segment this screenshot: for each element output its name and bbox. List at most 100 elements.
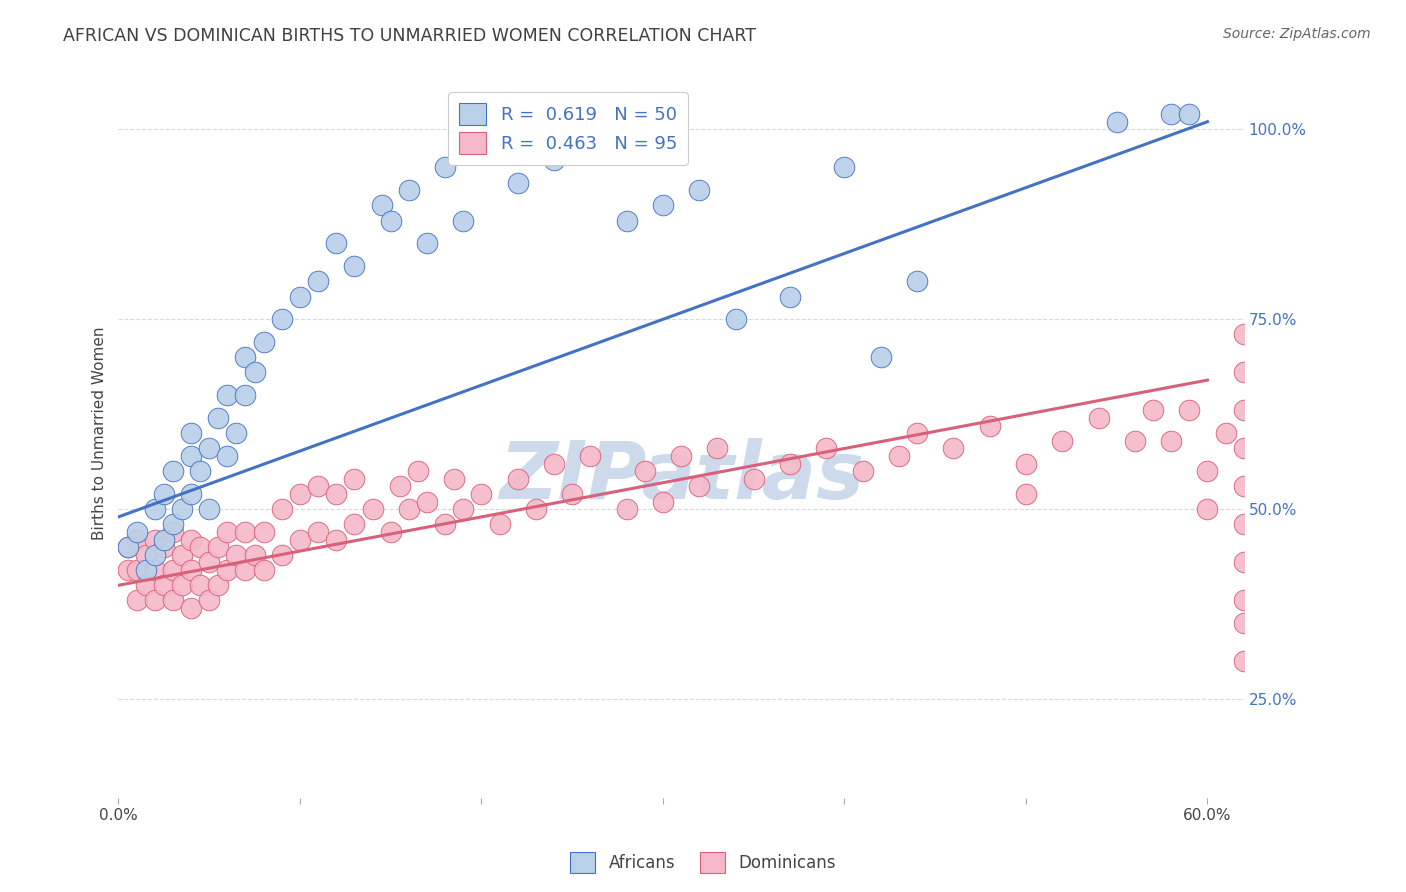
Point	[1233, 479, 1256, 493]
Point	[742, 472, 765, 486]
Point	[325, 533, 347, 547]
Point	[1233, 442, 1256, 456]
Point	[125, 525, 148, 540]
Point	[1197, 464, 1219, 478]
Point	[453, 502, 475, 516]
Point	[143, 593, 166, 607]
Point	[1233, 593, 1256, 607]
Point	[307, 479, 329, 493]
Point	[217, 449, 239, 463]
Point	[207, 411, 229, 425]
Point	[243, 366, 266, 380]
Point	[288, 289, 311, 303]
Point	[1233, 327, 1256, 342]
Point	[1087, 411, 1109, 425]
Point	[506, 176, 529, 190]
Point	[125, 593, 148, 607]
Point	[170, 548, 193, 562]
Point	[406, 464, 429, 478]
Point	[869, 351, 891, 365]
Point	[488, 517, 510, 532]
Point	[270, 548, 292, 562]
Point	[162, 464, 184, 478]
Point	[198, 442, 221, 456]
Point	[1160, 107, 1182, 121]
Point	[616, 213, 638, 227]
Point	[1178, 107, 1201, 121]
Legend: Africans, Dominicans: Africans, Dominicans	[564, 846, 842, 880]
Point	[688, 183, 710, 197]
Point	[688, 479, 710, 493]
Point	[180, 426, 202, 441]
Point	[162, 517, 184, 532]
Point	[1015, 457, 1038, 471]
Point	[288, 487, 311, 501]
Point	[153, 533, 176, 547]
Point	[143, 548, 166, 562]
Point	[1178, 403, 1201, 417]
Point	[225, 548, 247, 562]
Point	[188, 541, 211, 555]
Point	[524, 502, 547, 516]
Point	[453, 213, 475, 227]
Text: Source: ZipAtlas.com: Source: ZipAtlas.com	[1223, 27, 1371, 41]
Point	[253, 525, 276, 540]
Point	[616, 502, 638, 516]
Point	[506, 472, 529, 486]
Point	[217, 388, 239, 402]
Point	[153, 578, 176, 592]
Legend: R =  0.619   N = 50, R =  0.463   N = 95: R = 0.619 N = 50, R = 0.463 N = 95	[449, 92, 688, 165]
Point	[180, 449, 202, 463]
Point	[598, 145, 620, 160]
Point	[235, 563, 257, 577]
Point	[135, 563, 157, 577]
Text: ZIPatlas: ZIPatlas	[499, 438, 863, 516]
Point	[307, 525, 329, 540]
Point	[325, 487, 347, 501]
Point	[706, 442, 728, 456]
Point	[207, 578, 229, 592]
Point	[370, 198, 392, 212]
Point	[905, 274, 928, 288]
Point	[180, 533, 202, 547]
Point	[380, 525, 402, 540]
Point	[398, 183, 420, 197]
Point	[135, 578, 157, 592]
Point	[325, 236, 347, 251]
Point	[434, 517, 457, 532]
Point	[343, 472, 366, 486]
Point	[398, 502, 420, 516]
Point	[852, 464, 875, 478]
Point	[270, 312, 292, 326]
Point	[270, 502, 292, 516]
Point	[135, 548, 157, 562]
Point	[543, 153, 565, 167]
Point	[180, 563, 202, 577]
Point	[1233, 517, 1256, 532]
Point	[162, 593, 184, 607]
Point	[434, 161, 457, 175]
Point	[188, 464, 211, 478]
Point	[143, 533, 166, 547]
Point	[198, 593, 221, 607]
Point	[235, 525, 257, 540]
Point	[1160, 434, 1182, 448]
Point	[1052, 434, 1074, 448]
Point	[887, 449, 910, 463]
Point	[443, 472, 465, 486]
Point	[561, 487, 583, 501]
Point	[307, 274, 329, 288]
Point	[1123, 434, 1146, 448]
Point	[188, 578, 211, 592]
Y-axis label: Births to Unmarried Women: Births to Unmarried Women	[93, 326, 107, 540]
Point	[979, 418, 1001, 433]
Point	[143, 563, 166, 577]
Point	[652, 494, 675, 508]
Point	[180, 487, 202, 501]
Point	[779, 289, 801, 303]
Point	[343, 517, 366, 532]
Point	[543, 457, 565, 471]
Text: AFRICAN VS DOMINICAN BIRTHS TO UNMARRIED WOMEN CORRELATION CHART: AFRICAN VS DOMINICAN BIRTHS TO UNMARRIED…	[63, 27, 756, 45]
Point	[724, 312, 747, 326]
Point	[634, 464, 657, 478]
